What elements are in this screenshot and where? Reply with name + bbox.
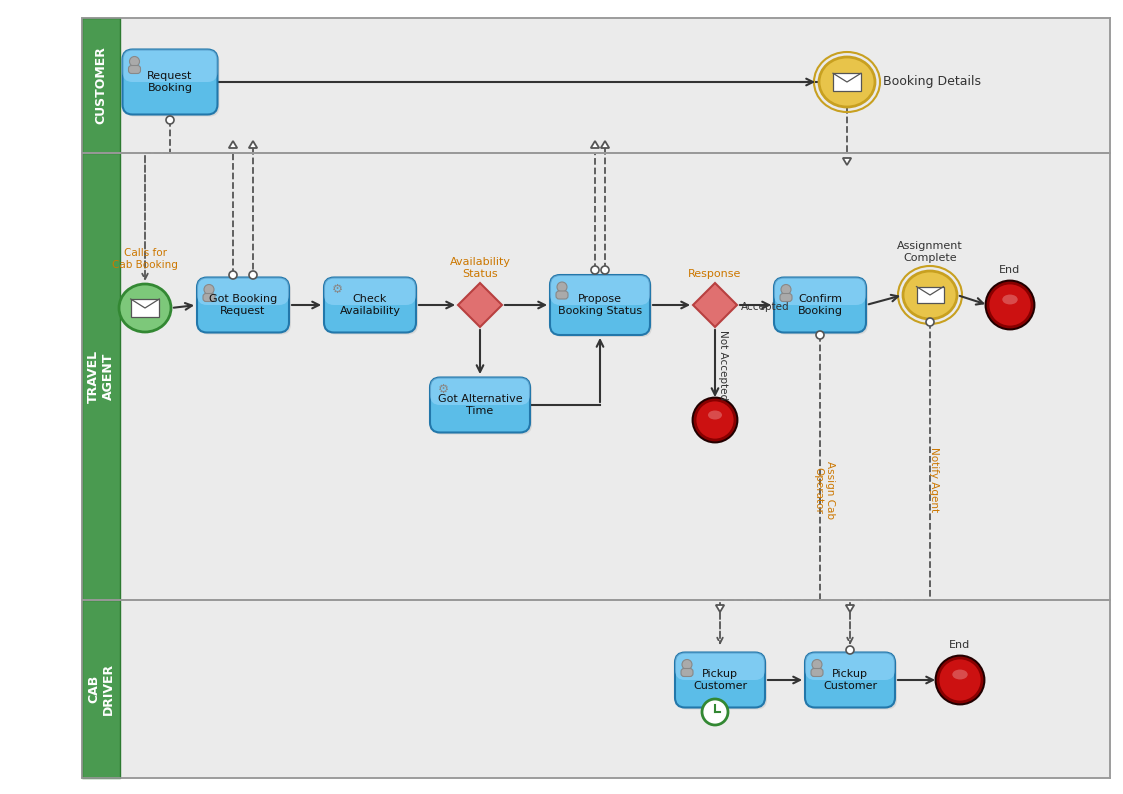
Text: Notify Agent: Notify Agent: [929, 448, 939, 513]
Bar: [82, 153, 1110, 600]
FancyBboxPatch shape: [325, 277, 416, 333]
Text: Request
Booking: Request Booking: [147, 71, 193, 93]
Text: Calls for
Cab Booking: Calls for Cab Booking: [112, 249, 177, 270]
FancyBboxPatch shape: [807, 654, 897, 710]
Polygon shape: [458, 283, 502, 327]
Circle shape: [926, 318, 934, 326]
Text: TRAVEL
AGENT: TRAVEL AGENT: [86, 350, 115, 403]
Text: Got Booking
Request: Got Booking Request: [209, 295, 277, 316]
Text: Propose
Booking Status: Propose Booking Status: [558, 295, 642, 316]
Text: Availability
Status: Availability Status: [449, 257, 511, 279]
FancyBboxPatch shape: [125, 52, 219, 117]
Bar: [82, 600, 120, 778]
FancyBboxPatch shape: [197, 277, 289, 333]
FancyBboxPatch shape: [811, 669, 823, 676]
Text: Booking Details: Booking Details: [883, 75, 982, 88]
FancyBboxPatch shape: [430, 377, 530, 405]
FancyBboxPatch shape: [677, 654, 767, 710]
FancyBboxPatch shape: [681, 669, 693, 676]
Text: Assign Cab
Operator: Assign Cab Operator: [813, 461, 834, 519]
FancyBboxPatch shape: [432, 380, 532, 434]
Circle shape: [229, 271, 237, 279]
Ellipse shape: [952, 669, 968, 680]
FancyBboxPatch shape: [780, 294, 792, 302]
Circle shape: [557, 282, 567, 292]
FancyBboxPatch shape: [203, 294, 214, 302]
Polygon shape: [693, 283, 737, 327]
Text: Pickup
Customer: Pickup Customer: [823, 669, 877, 691]
Text: Not Accepted: Not Accepted: [718, 330, 728, 400]
Polygon shape: [846, 605, 855, 612]
FancyBboxPatch shape: [199, 279, 291, 334]
Circle shape: [988, 283, 1032, 327]
FancyBboxPatch shape: [122, 49, 218, 114]
Polygon shape: [591, 141, 600, 148]
Polygon shape: [249, 141, 257, 148]
Circle shape: [249, 271, 257, 279]
FancyBboxPatch shape: [122, 49, 218, 82]
Bar: [82, 18, 120, 153]
FancyBboxPatch shape: [774, 277, 866, 305]
Circle shape: [601, 266, 609, 274]
FancyBboxPatch shape: [550, 275, 650, 335]
FancyBboxPatch shape: [325, 277, 416, 305]
Bar: [82, 153, 120, 600]
Text: CAB
DRIVER: CAB DRIVER: [86, 663, 115, 715]
Ellipse shape: [1003, 295, 1017, 304]
Text: CUSTOMER: CUSTOMER: [94, 47, 108, 125]
Ellipse shape: [119, 284, 171, 332]
Bar: [82, 600, 1110, 778]
Bar: [130, 299, 159, 317]
FancyBboxPatch shape: [197, 277, 289, 305]
Ellipse shape: [707, 410, 722, 419]
Circle shape: [166, 116, 174, 124]
Circle shape: [702, 699, 728, 725]
FancyBboxPatch shape: [805, 653, 895, 680]
Text: Got Alternative
Time: Got Alternative Time: [438, 394, 522, 416]
Text: Response: Response: [688, 269, 741, 279]
Polygon shape: [229, 141, 237, 148]
Circle shape: [695, 400, 734, 440]
Polygon shape: [601, 141, 609, 148]
Text: Assignment
Complete: Assignment Complete: [897, 241, 962, 263]
FancyBboxPatch shape: [553, 277, 652, 337]
Circle shape: [846, 646, 853, 654]
Text: ⚙: ⚙: [331, 283, 343, 296]
Text: Accepted: Accepted: [741, 302, 789, 312]
Text: Check
Availability: Check Availability: [339, 295, 401, 316]
Circle shape: [129, 56, 139, 67]
Bar: [82, 18, 1110, 153]
Text: Pickup
Customer: Pickup Customer: [693, 669, 747, 691]
Text: Confirm
Booking: Confirm Booking: [797, 295, 842, 316]
FancyBboxPatch shape: [550, 275, 650, 305]
Text: ⚙: ⚙: [437, 383, 448, 396]
FancyBboxPatch shape: [675, 653, 765, 707]
FancyBboxPatch shape: [675, 653, 765, 680]
FancyBboxPatch shape: [326, 279, 418, 334]
Ellipse shape: [903, 271, 957, 319]
FancyBboxPatch shape: [776, 279, 868, 334]
FancyBboxPatch shape: [805, 653, 895, 707]
Text: End: End: [999, 265, 1021, 275]
Bar: [833, 73, 861, 91]
Circle shape: [591, 266, 599, 274]
Circle shape: [204, 284, 214, 295]
Ellipse shape: [819, 57, 875, 107]
Circle shape: [780, 284, 791, 295]
Polygon shape: [715, 605, 724, 612]
Circle shape: [682, 660, 692, 669]
FancyBboxPatch shape: [774, 277, 866, 333]
Circle shape: [938, 658, 982, 702]
Circle shape: [812, 660, 822, 669]
FancyBboxPatch shape: [128, 65, 140, 74]
Polygon shape: [842, 158, 851, 165]
FancyBboxPatch shape: [556, 291, 568, 299]
Bar: [916, 287, 943, 303]
Text: End: End: [949, 640, 970, 650]
FancyBboxPatch shape: [430, 377, 530, 433]
Circle shape: [816, 331, 824, 339]
